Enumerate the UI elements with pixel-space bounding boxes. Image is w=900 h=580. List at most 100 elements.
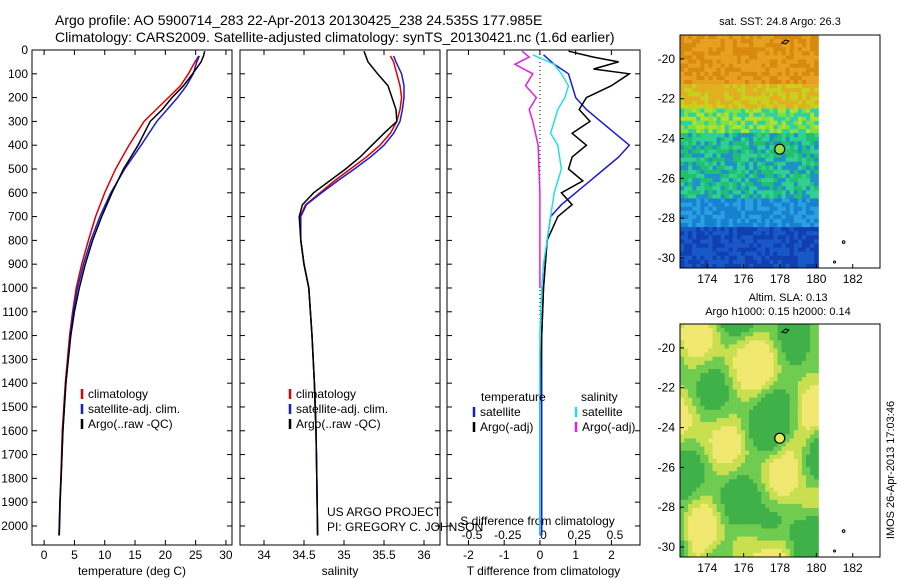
map-cell [773,108,779,114]
map-cell [749,239,754,245]
map-cell [777,487,783,493]
map-cell [789,190,795,195]
map-cell [785,389,791,395]
map-cell [777,524,783,529]
map-cell [761,116,766,122]
map-cell [712,532,718,538]
map-cell [736,471,742,476]
map-cell [700,84,705,89]
map-cell [810,393,815,399]
map-cell [741,503,746,509]
map-cell [773,88,779,93]
map-cell [720,491,726,497]
map-cell [769,96,775,101]
map-cell [720,239,726,245]
map-cell [793,442,799,448]
map-cell [765,381,770,386]
map-cell [688,552,693,557]
map-cell [708,71,714,77]
map-cell [684,540,689,546]
map-cell [720,43,726,48]
map-cell [728,467,734,472]
map-cell [749,401,754,407]
map-cell [736,503,742,509]
map-cell [777,532,783,538]
map-cell [732,381,738,386]
map-cell [785,454,791,460]
map-cell [781,487,787,493]
map-cell [789,385,795,390]
map-cell [700,442,705,448]
map-cell [814,214,819,220]
map-cell [680,186,685,191]
map-cell [688,463,693,468]
map-cell [749,381,754,386]
map-cell [724,381,730,386]
map-cell [773,442,779,448]
map-cell [785,112,791,118]
map-cell [777,80,783,85]
map-cell [814,377,819,382]
map-cell [745,133,750,138]
map-cell [761,96,766,101]
map-cell [753,324,758,329]
map-cell [769,328,775,333]
map-cell [753,124,758,130]
map-cell [785,165,791,171]
map-cell [749,124,754,130]
map-cell [773,397,779,403]
map-cell [749,80,754,85]
map-cell [684,463,689,468]
map-cell [785,59,791,65]
map-cell [728,430,734,435]
map-cell [736,153,742,159]
map-cell [712,324,718,329]
map-cell [749,133,754,138]
map-cell [688,471,693,476]
map-cell [781,454,787,460]
map-cell [716,251,722,257]
map-cell [684,116,689,122]
map-cell [769,397,775,403]
map-cell [704,548,710,554]
map-cell [741,507,746,513]
map-cell [716,39,722,44]
map-cell [736,47,742,52]
map-cell [765,161,770,167]
map-cell [761,80,766,85]
map-cell [728,210,734,216]
map-cell [749,430,754,435]
map-cell [753,356,758,362]
map-cell [724,137,730,142]
map-cell [773,491,779,497]
map-cell [684,51,689,57]
map-cell [801,80,807,85]
map-cell [720,120,726,126]
map-cell [745,153,750,159]
map-cell [761,426,766,431]
map-cell [761,381,766,386]
x-tick-label: 35.5 [372,548,396,562]
map-cell [724,442,730,448]
map-cell [745,393,750,399]
map-cell [684,161,689,167]
map-cell [785,373,791,378]
y-tick-label: 100 [8,67,28,81]
map-cell [688,182,693,187]
map-cell [728,409,734,415]
map-cell [749,112,754,118]
map-cell [712,137,718,142]
map-cell [680,218,685,224]
map-cell [785,532,791,538]
map-cell [749,214,754,220]
map-cell [761,231,766,236]
map-cell [777,360,783,366]
map-cell [712,458,718,464]
map-cell [814,194,819,200]
map-cell [769,169,775,175]
map-cell [789,178,795,183]
map-cell [793,47,799,52]
map-cell [769,507,775,513]
map-cell [708,528,714,534]
map-cell [728,364,734,370]
